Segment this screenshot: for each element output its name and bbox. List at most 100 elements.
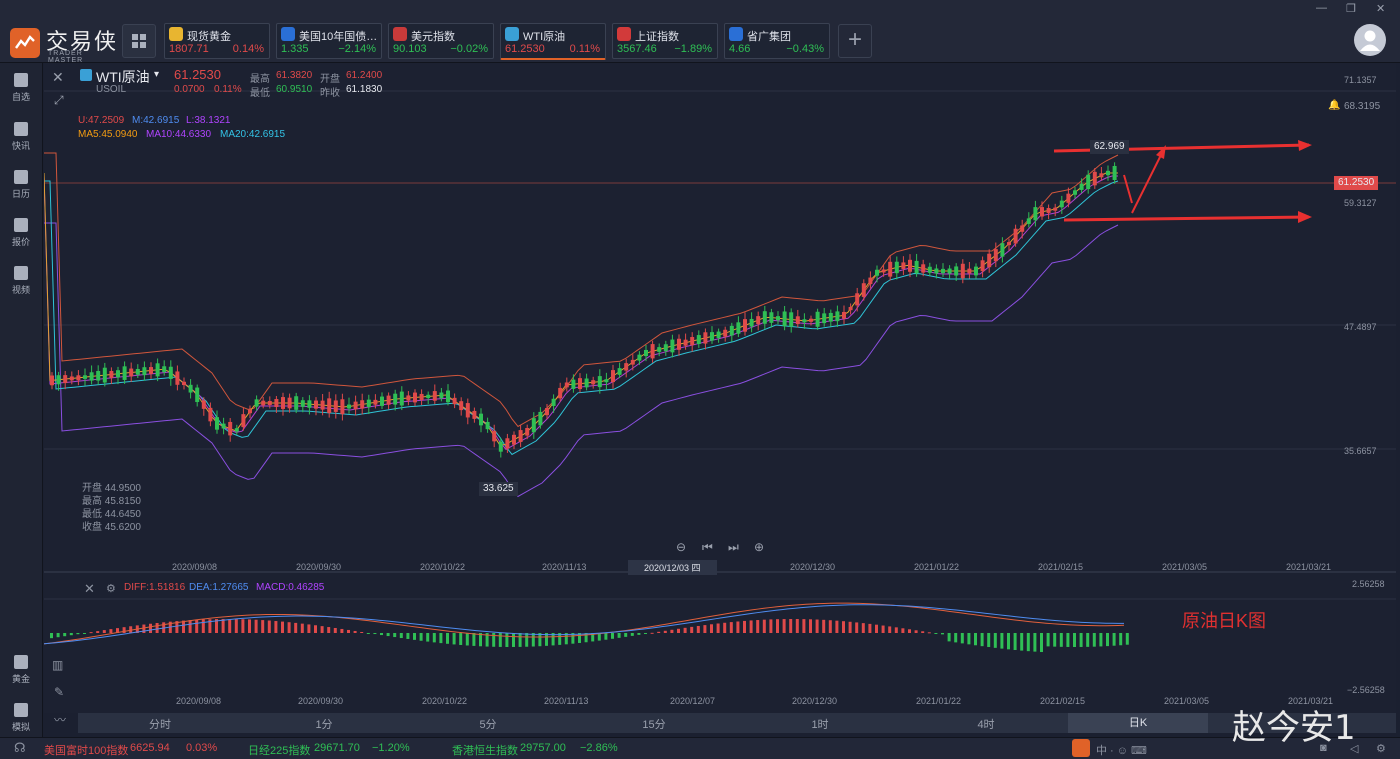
price-change-pct: 0.11% [214, 84, 242, 95]
avatar[interactable] [1354, 24, 1386, 56]
date-axis-label: 2020/11/13 [542, 562, 587, 572]
pen-icon[interactable]: ✎ [54, 685, 65, 699]
candle [505, 438, 510, 449]
alert-icon[interactable]: 🔔 [1328, 100, 1341, 111]
ticker-card[interactable]: 美国10年国债… 1.335 −2.14% [276, 23, 382, 59]
draw-tool-icon[interactable]: ⤢ [54, 93, 64, 107]
macd-bar [802, 619, 806, 633]
current-price: 61.2530 [174, 67, 221, 82]
ticker-card[interactable]: 上证指数 3567.46 −1.89% [612, 23, 718, 59]
headset-icon[interactable]: ☊ [14, 740, 26, 755]
settings-gear-icon[interactable]: ⚙ [1376, 743, 1386, 755]
macd-bar [366, 633, 370, 634]
macd-bar [380, 633, 383, 636]
ticker-name: 美元指数 [411, 31, 455, 43]
tray-icons[interactable]: 中 · ☺ ⌨ [1096, 745, 1147, 757]
prev-icon[interactable]: ⏮ [702, 540, 713, 554]
ime-icon[interactable] [1072, 739, 1090, 757]
indicator-icon[interactable]: ▥ [52, 658, 64, 672]
high-label: 最高 [250, 74, 270, 85]
annotation-arrow [1131, 148, 1165, 214]
macd-bar [927, 632, 931, 634]
macd-bar [518, 633, 522, 647]
restore-icon[interactable]: ❐ [1346, 3, 1356, 15]
status-index-name[interactable]: 香港恒生指数 [452, 745, 518, 757]
close-macd-icon[interactable]: ✕ [84, 581, 95, 596]
macd-bar [578, 633, 581, 643]
candle [584, 378, 589, 388]
macd-bar [842, 621, 845, 633]
logo-icon [10, 28, 40, 58]
chart-area[interactable]: ✕ ⤢ WTI原油 ▾ USOIL 61.2530 0.0700 0.11% 最… [44, 63, 1396, 713]
macd-bar [1099, 633, 1103, 647]
app-logo[interactable]: 交易侠 TRADER MASTER [8, 22, 118, 64]
status-index-name[interactable]: 美国富时100指数 [44, 745, 129, 757]
wave-icon[interactable]: 〰 [54, 713, 67, 727]
ticker-card[interactable]: 美元指数 90.103 −0.02% [388, 23, 494, 59]
macd-bar [472, 633, 476, 646]
symbol-dropdown-icon[interactable]: ▾ [154, 69, 160, 80]
candle [201, 400, 206, 409]
watermark: 赵今安1 [1232, 708, 1356, 748]
ticker-change: 0.14% [232, 43, 264, 55]
macd-bar [571, 633, 575, 644]
news-icon [14, 122, 28, 136]
sidebar-item-gold[interactable]: 黄金 [0, 651, 42, 691]
layout-grid-button[interactable] [122, 24, 156, 58]
candle [974, 266, 978, 276]
minimize-icon[interactable]: — [1316, 2, 1327, 14]
tab-4hour[interactable]: 4时 [977, 719, 995, 731]
macd-axis-bottom: −2.56258 [1347, 685, 1385, 695]
candle [1112, 165, 1117, 181]
tab-1min[interactable]: 1分 [315, 719, 333, 731]
symbol-name[interactable]: WTI原油 [96, 69, 150, 85]
tab-timeshare[interactable]: 分时 [149, 719, 171, 731]
status-index-name[interactable]: 日经225指数 [248, 745, 311, 757]
symbol-code: USOIL [96, 84, 127, 95]
macd-bar [1086, 633, 1090, 647]
tab-daily[interactable]: 日K [1068, 713, 1208, 733]
ticker-card[interactable]: 省广集团 4.66 −0.43% [724, 23, 830, 59]
tab-1hour[interactable]: 1时 [811, 719, 829, 731]
sidebar-item-calendar[interactable]: 日历 [0, 166, 42, 206]
close-chart-icon[interactable]: ✕ [52, 69, 64, 85]
candle [274, 399, 279, 407]
zoom-out-icon[interactable]: ⊖ [676, 540, 687, 554]
candle [96, 370, 101, 381]
candle [459, 401, 464, 411]
candle [644, 349, 648, 357]
zoom-in-icon[interactable]: ⊕ [754, 540, 765, 554]
candle [89, 372, 94, 381]
tab-15min[interactable]: 15分 [642, 719, 666, 731]
current-price-tag: 61.2530 [1334, 176, 1379, 190]
sidebar-item-watchlist[interactable]: 自选 [0, 69, 42, 109]
candle [1066, 193, 1071, 203]
mute-icon[interactable]: ◁ [1350, 743, 1359, 755]
camera-icon[interactable]: ◙ [1320, 742, 1327, 754]
macd-bar [736, 621, 740, 633]
macd-bar [756, 620, 760, 633]
macd-bar [287, 622, 291, 633]
candle [967, 268, 972, 274]
sidebar-item-quotes[interactable]: 报价 [0, 214, 42, 254]
macd-bar [591, 633, 595, 642]
macd-bar [360, 631, 364, 633]
macd-bar [815, 619, 819, 633]
candle [657, 347, 662, 352]
next-icon[interactable]: ⏭ [728, 540, 739, 554]
candle [188, 384, 193, 393]
add-ticker-button[interactable]: + [838, 24, 872, 58]
ticker-card[interactable]: 现货黄金 1807.71 0.14% [164, 23, 270, 59]
sidebar-item-simulation[interactable]: 模拟 [0, 699, 42, 739]
ticker-card[interactable]: WTI原油 61.2530 0.11% [500, 23, 606, 60]
tab-5min[interactable]: 5分 [479, 719, 497, 731]
macd-bar [426, 633, 430, 642]
macd-bar [947, 633, 951, 642]
kline-chart[interactable] [44, 63, 1396, 713]
sidebar-item-news[interactable]: 快讯 [0, 118, 42, 158]
settings-icon[interactable]: ⚙ [106, 583, 116, 595]
close-window-icon[interactable]: ✕ [1376, 3, 1386, 15]
price-change: 0.0700 [174, 84, 205, 95]
sidebar-item-video[interactable]: 视频 [0, 262, 42, 302]
macd-bar [1106, 633, 1109, 647]
